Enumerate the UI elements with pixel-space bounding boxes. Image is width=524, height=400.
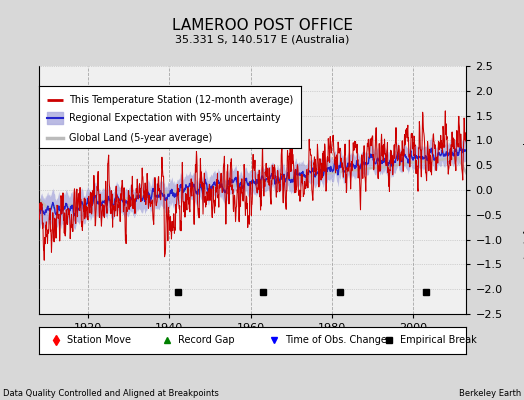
Text: This Temperature Station (12-month average): This Temperature Station (12-month avera… bbox=[69, 95, 293, 105]
Text: LAMEROO POST OFFICE: LAMEROO POST OFFICE bbox=[171, 18, 353, 33]
Text: Station Move: Station Move bbox=[67, 335, 131, 345]
Text: Record Gap: Record Gap bbox=[178, 335, 235, 345]
Text: Time of Obs. Change: Time of Obs. Change bbox=[285, 335, 387, 345]
Y-axis label: Temperature Anomaly (°C): Temperature Anomaly (°C) bbox=[522, 120, 524, 260]
Text: Data Quality Controlled and Aligned at Breakpoints: Data Quality Controlled and Aligned at B… bbox=[3, 389, 219, 398]
Text: Global Land (5-year average): Global Land (5-year average) bbox=[69, 133, 213, 143]
Text: Berkeley Earth: Berkeley Earth bbox=[459, 389, 521, 398]
Text: Regional Expectation with 95% uncertainty: Regional Expectation with 95% uncertaint… bbox=[69, 113, 281, 123]
Text: Empirical Break: Empirical Break bbox=[400, 335, 477, 345]
Text: 35.331 S, 140.517 E (Australia): 35.331 S, 140.517 E (Australia) bbox=[175, 34, 349, 44]
